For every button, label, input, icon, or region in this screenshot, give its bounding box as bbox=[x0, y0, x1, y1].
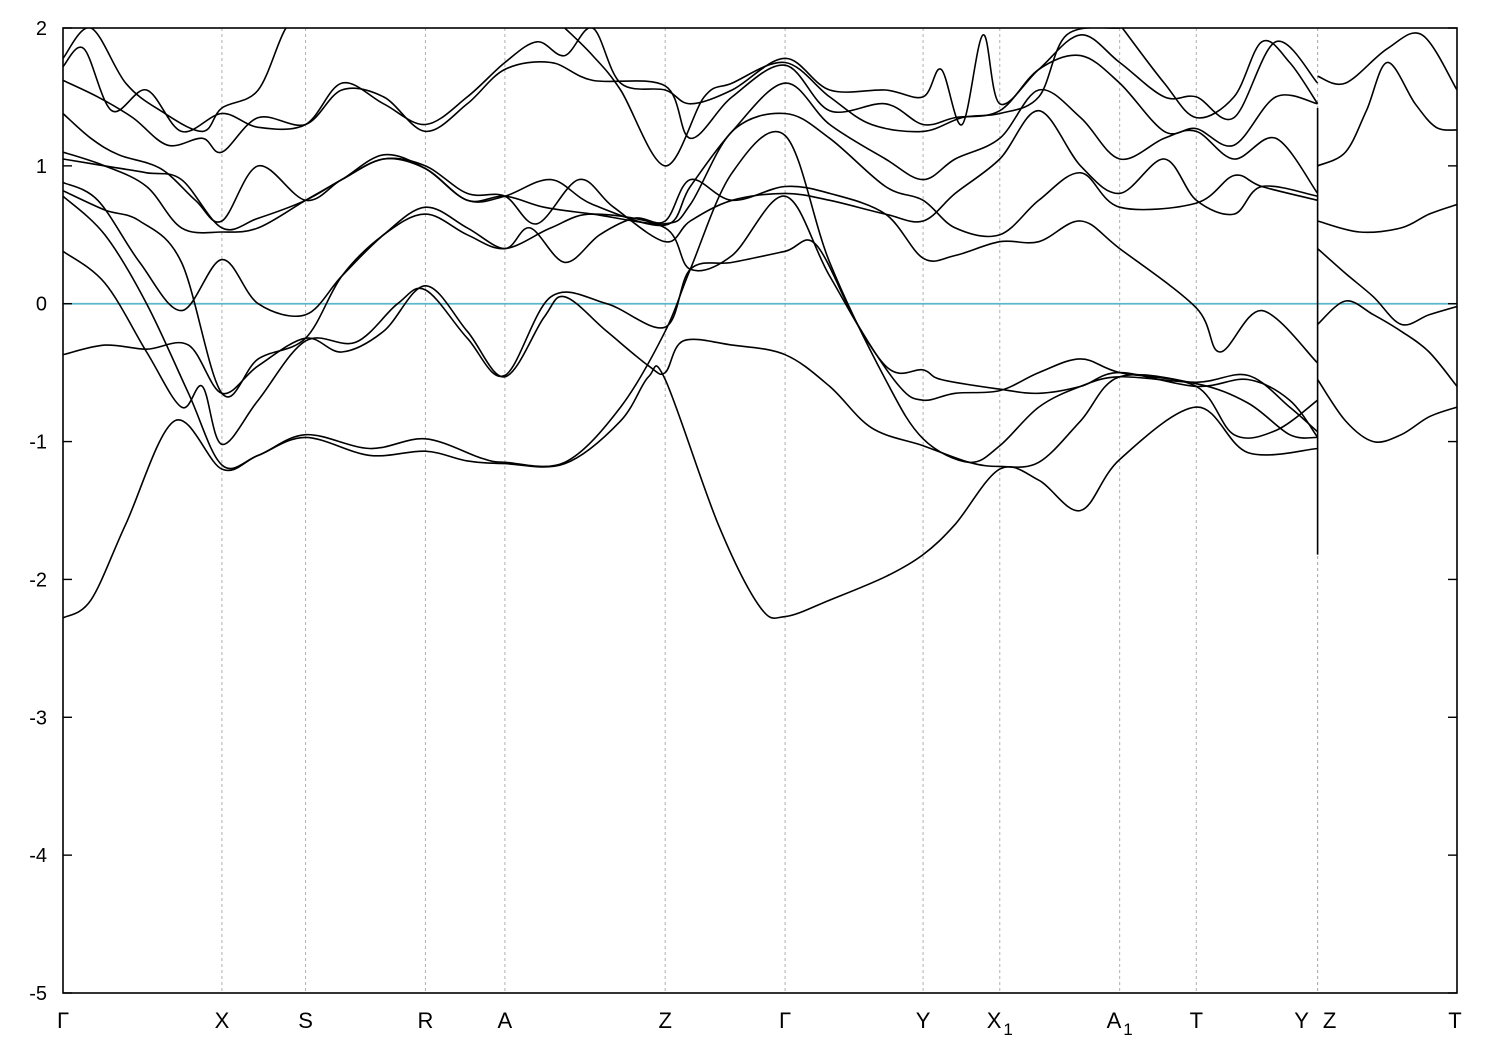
band-line bbox=[1317, 61, 1457, 167]
band-line bbox=[63, 28, 1319, 133]
band-line bbox=[63, 109, 1318, 243]
kpoint-label: Y bbox=[916, 1008, 931, 1033]
y-tick-labels: 2 1 0 -1 -2 -3 -4 -5 bbox=[29, 18, 47, 1005]
kpoint-label: S bbox=[298, 1008, 313, 1033]
band-line bbox=[63, 54, 1318, 154]
band-line bbox=[63, 112, 1318, 238]
kpoint-label: Γ bbox=[57, 1008, 69, 1033]
band-line bbox=[1121, 28, 1319, 119]
band-line bbox=[1317, 300, 1457, 387]
band-line bbox=[63, 284, 1318, 468]
kpoint-gridlines bbox=[221, 28, 1319, 993]
axis-ticks bbox=[63, 27, 1457, 994]
band-line bbox=[63, 82, 1319, 227]
y-tick-label: 0 bbox=[36, 294, 47, 316]
band-lines bbox=[63, 28, 1457, 619]
band-line bbox=[1317, 248, 1457, 326]
band-line bbox=[63, 178, 1319, 364]
y-tick-label: -4 bbox=[29, 845, 47, 867]
kpoint-label: Z bbox=[658, 1008, 671, 1033]
band-line bbox=[63, 239, 1319, 446]
y-tick-label: -3 bbox=[29, 707, 47, 729]
band-line bbox=[63, 130, 1319, 470]
kpoint-label: T bbox=[1448, 1008, 1461, 1033]
plot-frame bbox=[62, 27, 1458, 994]
band-line bbox=[63, 189, 1319, 438]
kpoint-label: T bbox=[1190, 1008, 1203, 1033]
kpoint-label: Y bbox=[1294, 1008, 1309, 1033]
kpoint-label: Z bbox=[1323, 1008, 1336, 1033]
band-line bbox=[1316, 379, 1457, 443]
y-tick-label: -1 bbox=[29, 432, 47, 454]
kpoint-label: X bbox=[215, 1008, 230, 1033]
y-tick-label: 1 bbox=[36, 156, 47, 178]
kpoint-label: Γ bbox=[779, 1008, 791, 1033]
y-tick-label: -5 bbox=[29, 983, 47, 1005]
kpoint-label: R bbox=[417, 1008, 433, 1033]
band-line bbox=[1317, 32, 1457, 91]
band-line bbox=[63, 28, 288, 133]
kpoint-label: A bbox=[498, 1008, 513, 1033]
band-line bbox=[564, 28, 1120, 167]
band-line bbox=[1317, 203, 1457, 234]
y-tick-label: -2 bbox=[29, 569, 47, 591]
y-tick-label: 2 bbox=[36, 18, 47, 40]
band-line bbox=[63, 365, 1318, 619]
